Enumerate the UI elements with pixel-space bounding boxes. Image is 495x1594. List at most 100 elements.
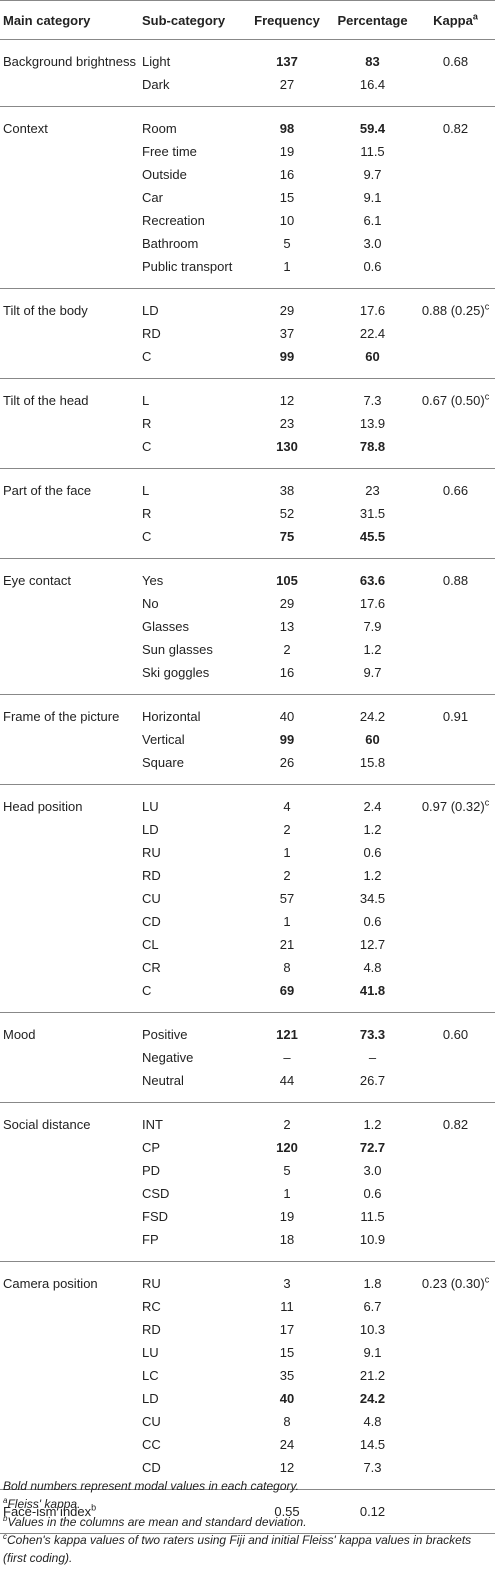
percentage-cell: 60 xyxy=(365,732,380,747)
table-row: CSD 1 0.6 xyxy=(0,1182,495,1205)
frequency-cell: 3 xyxy=(283,1276,291,1291)
table-row: R 23 13.9 xyxy=(0,412,495,435)
table-row: C 130 78.8 xyxy=(0,435,495,469)
kappa-cell xyxy=(416,864,495,887)
sub-category-cell: Bathroom xyxy=(142,236,199,251)
table-row: C 69 41.8 xyxy=(0,979,495,1013)
kappa-cell xyxy=(416,751,495,785)
kappa-cell: 0.68 xyxy=(416,40,495,74)
table-row: Public transport 1 0.6 xyxy=(0,255,495,289)
frequency-cell: 24 xyxy=(279,1437,295,1452)
kappa-value: 0.68 xyxy=(442,54,469,69)
table-row: FSD 19 11.5 xyxy=(0,1205,495,1228)
main-category-cell: Mood xyxy=(0,1013,142,1047)
main-category-cell xyxy=(0,1387,142,1410)
sub-category-cell: RD xyxy=(142,1322,161,1337)
sub-category-cell: LD xyxy=(142,303,159,318)
table-footnotes: Bold numbers represent modal values in e… xyxy=(3,1477,491,1567)
kappa-cell xyxy=(416,1069,495,1103)
sub-category-cell: Horizontal xyxy=(142,709,201,724)
main-category-cell xyxy=(0,1182,142,1205)
main-category-cell: Tilt of the head xyxy=(0,379,142,413)
frequency-cell: 120 xyxy=(276,1140,298,1155)
kappa-cell xyxy=(416,661,495,695)
kappa-cell xyxy=(416,1205,495,1228)
percentage-cell: 0.6 xyxy=(363,914,382,929)
sub-category-cell: CD xyxy=(142,914,161,929)
table-row: Ski goggles 16 9.7 xyxy=(0,661,495,695)
frequency-cell: 40 xyxy=(279,1391,295,1406)
kappa-cell xyxy=(416,502,495,525)
main-category-label: Part of the face xyxy=(3,483,92,498)
main-category-cell xyxy=(0,73,142,107)
kappa-cell xyxy=(416,186,495,209)
kappa-cell xyxy=(416,322,495,345)
frequency-cell: 137 xyxy=(276,54,298,69)
kappa-value: 0.60 xyxy=(442,1027,469,1042)
kappa-sup: c xyxy=(484,301,490,312)
kappa-cell xyxy=(416,345,495,379)
frequency-cell: 1 xyxy=(245,255,329,289)
sub-category-cell: Sun glasses xyxy=(142,642,213,657)
main-category-label: Social distance xyxy=(3,1117,91,1132)
sub-category-cell: Glasses xyxy=(142,619,189,634)
sub-category-cell: CC xyxy=(142,1437,161,1452)
sub-category-cell: LD xyxy=(142,1391,159,1406)
frequency-cell: 4 xyxy=(283,799,291,814)
main-category-cell: Context xyxy=(0,107,142,141)
frequency-cell: 16 xyxy=(279,167,295,182)
kappa-cell xyxy=(416,1410,495,1433)
sub-category-cell: Ski goggles xyxy=(142,661,245,695)
footnote-c: cCohen's kappa values of two raters usin… xyxy=(3,1531,491,1567)
main-category-cell xyxy=(0,887,142,910)
sub-category-cell: C xyxy=(142,435,245,469)
percentage-cell: 1.2 xyxy=(363,822,382,837)
kappa-cell xyxy=(416,232,495,255)
frequency-cell: 2 xyxy=(283,642,291,657)
footnote-b-mark: b xyxy=(3,1514,8,1523)
table-row: RD 37 22.4 xyxy=(0,322,495,345)
frequency-cell: 57 xyxy=(279,891,295,906)
kappa-cell: 0.88 xyxy=(416,559,495,593)
header-frequency: Frequency xyxy=(245,0,329,40)
frequency-cell: 26 xyxy=(245,751,329,785)
main-category-cell: Camera position xyxy=(0,1262,142,1296)
main-category-cell xyxy=(0,1228,142,1262)
frequency-cell: 52 xyxy=(279,506,295,521)
main-category-label: Camera position xyxy=(3,1276,98,1291)
table-row: CU 57 34.5 xyxy=(0,887,495,910)
table-row: Context Room 98 59.4 0.82 xyxy=(0,107,495,141)
main-category-sup: b xyxy=(91,1502,97,1513)
kappa-value: 0.88 xyxy=(442,573,469,588)
percentage-cell: 2.4 xyxy=(363,799,382,814)
sub-category-cell: C xyxy=(142,345,245,379)
kappa-cell xyxy=(416,163,495,186)
main-category-label: Background brightness xyxy=(3,54,136,69)
main-category-cell xyxy=(0,661,142,695)
table-row: Tilt of the body LD 29 17.6 0.88 (0.25)c xyxy=(0,289,495,323)
table-row: Camera position RU 3 1.8 0.23 (0.30)c xyxy=(0,1262,495,1296)
main-category-label: Face-ism index xyxy=(3,1504,92,1519)
frequency-cell: 98 xyxy=(279,121,295,136)
sub-category-cell: C xyxy=(142,525,245,559)
frequency-cell: 15 xyxy=(279,1345,295,1360)
kappa-value: 0.97 (0.32) xyxy=(421,799,485,814)
table-header: Main category Sub-category Frequency Per… xyxy=(0,0,495,40)
frequency-cell: 12 xyxy=(245,1456,329,1490)
percentage-cell: 22.4 xyxy=(359,326,386,341)
percentage-cell: 17.6 xyxy=(359,596,386,611)
main-category-cell xyxy=(0,615,142,638)
table-row: C 99 60 xyxy=(0,345,495,379)
percentage-cell: 6.7 xyxy=(363,1299,382,1314)
percentage-cell: 60 xyxy=(329,345,416,379)
header-kappa-sup: a xyxy=(472,11,478,22)
kappa-cell: 0.60 xyxy=(416,1013,495,1047)
main-category-cell: Social distance xyxy=(0,1103,142,1137)
header-kappa: Kappaa xyxy=(416,0,495,40)
frequency-cell: 5 xyxy=(283,1163,291,1178)
kappa-cell xyxy=(416,1456,495,1490)
percentage-cell: 4.8 xyxy=(363,1414,382,1429)
main-category-cell: Part of the face xyxy=(0,469,142,503)
kappa-cell xyxy=(416,209,495,232)
main-category-label: Tilt of the head xyxy=(3,393,89,408)
